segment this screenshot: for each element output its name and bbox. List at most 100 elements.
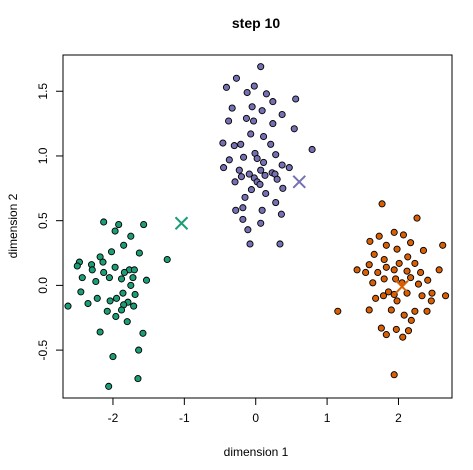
data-point-cluster-3 [390,371,398,379]
data-point-cluster-2 [250,82,258,90]
centroid-markers [174,175,409,294]
data-point-cluster-3 [372,294,380,302]
data-point-cluster-3 [413,214,421,222]
data-point-cluster-2 [256,180,264,188]
data-point-cluster-1 [111,263,119,271]
data-point-cluster-2 [225,156,233,164]
data-point-cluster-2 [230,142,238,150]
data-point-cluster-1 [111,227,119,235]
data-point-cluster-3 [384,288,393,296]
data-point-cluster-1 [120,268,128,276]
data-point-cluster-1 [103,307,111,315]
data-point-cluster-3 [380,255,388,264]
data-point-cluster-3 [404,327,413,335]
data-point-cluster-3 [407,274,415,282]
data-point-cluster-2 [267,140,275,148]
x-tick-label: 0 [252,411,259,425]
data-point-cluster-3 [390,266,398,274]
data-point-cluster-2 [239,215,247,223]
data-point-cluster-3 [387,306,395,314]
data-point-cluster-2 [262,90,270,98]
data-point-cluster-2 [257,63,265,71]
data-point-cluster-3 [427,297,435,305]
data-point-cluster-2 [232,206,240,214]
data-point-cluster-2 [239,204,247,212]
data-point-cluster-2 [222,83,231,91]
data-point-cluster-1 [135,249,143,257]
data-point-cluster-3 [390,228,398,236]
data-point-cluster-2 [241,193,249,201]
data-point-cluster-2 [272,199,280,207]
data-point-cluster-2 [232,74,240,82]
data-point-cluster-3 [382,331,390,339]
data-point-cluster-3 [377,324,385,332]
data-point-cluster-2 [244,226,252,234]
data-point-cluster-1 [117,275,126,283]
data-point-cluster-3 [404,253,412,261]
data-point-cluster-1 [117,306,126,314]
data-point-cluster-1 [163,255,171,264]
data-point-cluster-1 [130,302,138,310]
centroid-stroke [395,279,409,294]
data-point-cluster-1 [120,241,128,249]
data-point-cluster-2 [308,145,316,154]
data-point-cluster-3 [407,316,415,324]
data-point-cluster-3 [417,268,425,276]
x-tick-label: -1 [179,411,190,425]
data-point-cluster-2 [257,219,265,227]
scatter-points [64,63,450,390]
data-point-cluster-3 [366,237,374,245]
data-point-cluster-1 [123,318,131,326]
data-point-cluster-1 [106,297,114,305]
y-tick-label: -0.5 [36,339,50,360]
centroid-marker-3 [395,279,409,294]
data-point-cluster-2 [262,189,270,198]
data-point-cluster-3 [362,268,370,276]
y-tick-label: 1.0 [36,147,50,164]
data-point-cluster-2 [248,103,256,111]
data-point-cluster-1 [127,232,135,240]
data-point-cluster-2 [257,166,265,174]
data-point-cluster-2 [219,139,227,147]
data-point-cluster-1 [105,382,113,390]
data-point-cluster-3 [424,276,432,284]
data-point-cluster-3 [365,306,373,314]
data-point-cluster-3 [378,200,386,208]
data-point-cluster-3 [403,267,411,275]
data-point-cluster-2 [258,206,266,214]
data-point-cluster-1 [112,312,120,321]
y-tick-label: 1.5 [36,83,50,100]
y-axis: -0.5 0.0 0.5 1.0 1.5 [36,83,64,360]
data-point-cluster-1 [100,268,108,276]
data-point-cluster-2 [292,95,300,103]
x-tick-label: 2 [395,411,402,425]
x-axis: -2 -1 0 1 2 [108,397,402,425]
data-point-cluster-2 [231,178,239,186]
x-tick-label: -2 [108,411,119,425]
y-tick-label: 0.0 [36,277,50,294]
data-point-cluster-3 [382,263,390,271]
data-point-cluster-3 [419,246,427,254]
data-point-cluster-1 [105,274,113,282]
data-point-cluster-1 [129,274,137,282]
data-point-cluster-2 [225,117,233,125]
data-point-cluster-1 [131,290,139,299]
data-point-cluster-3 [428,289,436,297]
centroid-stroke [292,175,306,189]
x-axis-label: dimension 1 [224,445,289,459]
data-point-cluster-2 [279,184,287,192]
data-point-cluster-1 [93,294,101,302]
data-point-cluster-2 [278,110,286,119]
data-point-cluster-3 [374,268,382,276]
data-point-cluster-2 [250,117,258,125]
centroid-marker-2 [292,175,306,189]
data-point-cluster-1 [115,221,123,229]
data-point-cluster-3 [423,307,431,315]
data-point-cluster-2 [276,240,284,248]
data-point-cluster-3 [414,280,423,288]
data-point-cluster-3 [418,292,426,300]
data-point-cluster-3 [399,231,408,239]
data-point-cluster-3 [370,250,378,258]
data-point-cluster-2 [240,153,248,161]
data-point-cluster-2 [237,173,245,181]
